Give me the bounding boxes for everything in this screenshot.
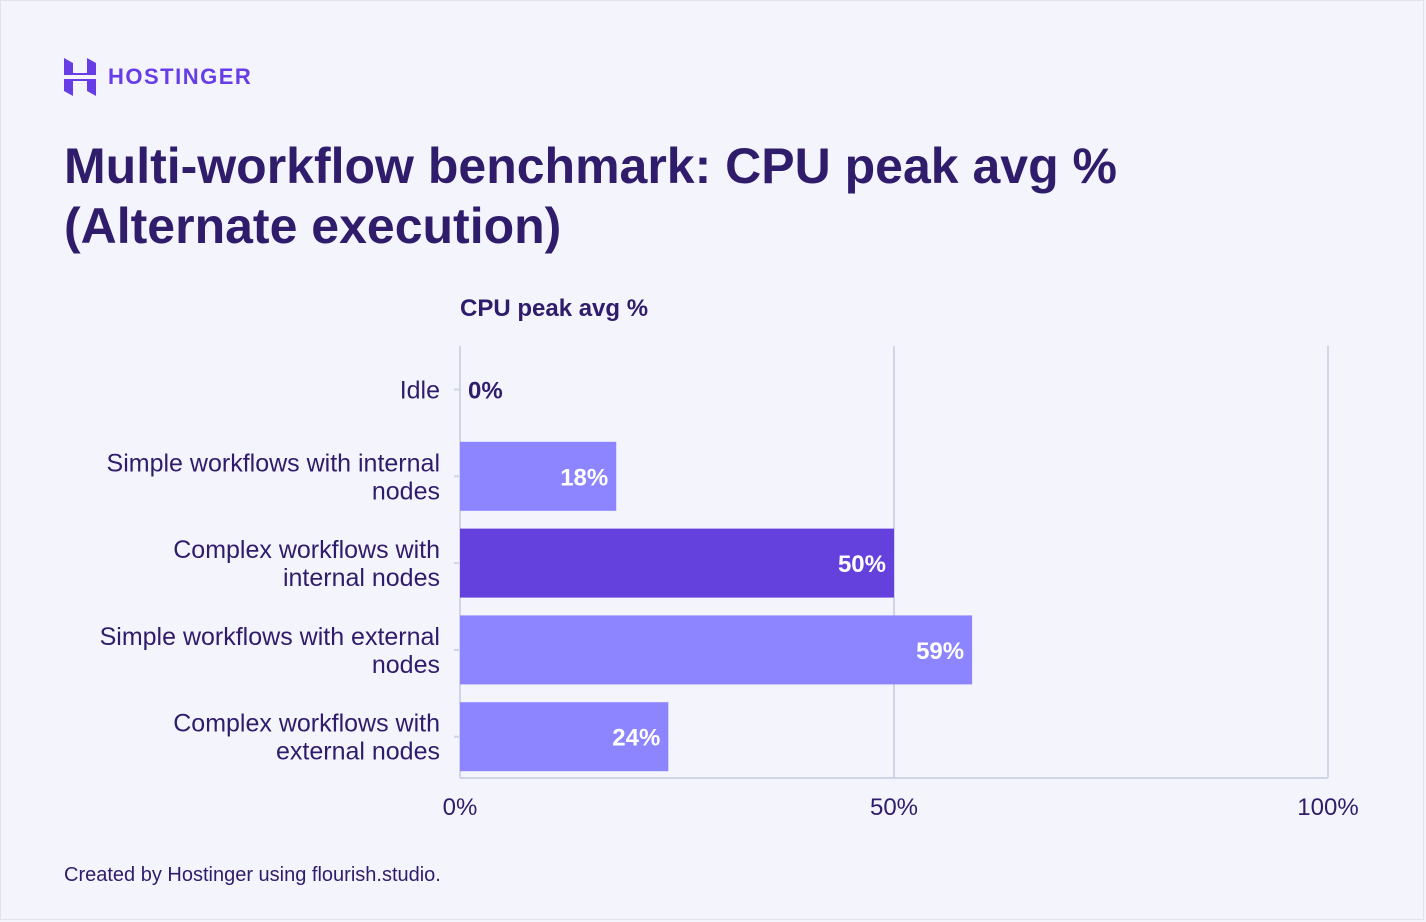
category-label: internal nodes bbox=[283, 564, 440, 592]
bar bbox=[460, 441, 617, 511]
value-label: 18% bbox=[560, 464, 608, 491]
category-label: nodes bbox=[372, 477, 440, 505]
x-axis-ticks: 0% 50% 100% bbox=[443, 794, 1359, 821]
category-label: Complex workflows with bbox=[173, 536, 440, 564]
value-label: 0% bbox=[468, 378, 503, 405]
chart-title: Multi-workflow benchmark: CPU peak avg %… bbox=[64, 138, 1117, 254]
category-label: Complex workflows with bbox=[173, 710, 440, 738]
category-label: Simple workflows with external bbox=[100, 623, 440, 651]
bar bbox=[460, 615, 973, 685]
axis-title: CPU peak avg % bbox=[460, 295, 649, 322]
category-label: external nodes bbox=[276, 738, 440, 766]
value-labels: 0% 18% 50% 59% 24% bbox=[468, 378, 964, 752]
value-label: 59% bbox=[916, 638, 964, 665]
brand: HOSTINGER bbox=[64, 58, 252, 96]
category-label: Simple workflows with internal bbox=[107, 449, 440, 477]
brand-name: HOSTINGER bbox=[108, 64, 253, 89]
value-label: 24% bbox=[612, 725, 660, 752]
x-tick-label: 50% bbox=[870, 794, 918, 821]
footer-credit: Created by Hostinger using flourish.stud… bbox=[64, 864, 441, 886]
x-tick-label: 0% bbox=[443, 794, 478, 821]
bar bbox=[460, 702, 669, 772]
bars bbox=[460, 441, 973, 772]
bar bbox=[460, 528, 894, 598]
value-label: 50% bbox=[838, 551, 886, 578]
category-label: Idle bbox=[400, 377, 440, 405]
hostinger-logo-icon bbox=[64, 58, 96, 96]
x-tick-label: 100% bbox=[1297, 794, 1358, 821]
category-label: nodes bbox=[372, 651, 440, 679]
